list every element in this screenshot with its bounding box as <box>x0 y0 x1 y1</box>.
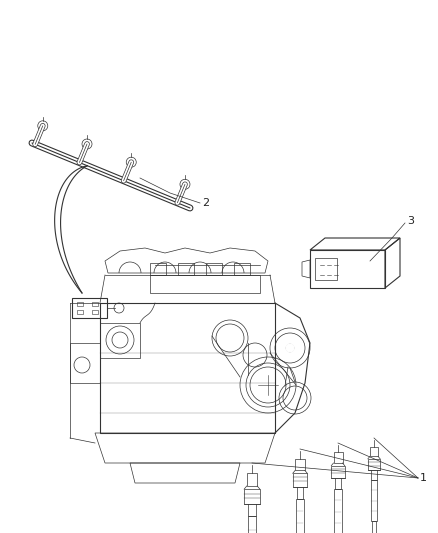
Bar <box>293 473 307 487</box>
Bar <box>92 302 98 306</box>
Bar <box>315 258 337 280</box>
Bar <box>335 478 341 489</box>
Bar <box>368 459 380 470</box>
Bar <box>244 489 260 504</box>
Bar <box>297 487 304 498</box>
Bar <box>77 310 83 314</box>
Bar <box>92 310 98 314</box>
Text: 2: 2 <box>202 198 209 208</box>
Bar <box>372 521 376 533</box>
Bar <box>331 466 345 478</box>
Text: 1: 1 <box>420 473 427 483</box>
Bar <box>248 516 256 533</box>
Bar <box>371 470 377 480</box>
Bar <box>370 447 378 456</box>
Bar <box>234 263 250 275</box>
Bar <box>334 489 342 533</box>
Bar <box>178 263 194 275</box>
Circle shape <box>286 344 294 352</box>
Bar <box>206 263 222 275</box>
Bar <box>248 504 256 516</box>
Bar <box>333 452 343 463</box>
Bar <box>295 459 305 471</box>
Bar <box>247 473 257 486</box>
Bar <box>296 498 304 533</box>
Text: 3: 3 <box>407 216 414 226</box>
Bar <box>72 298 107 318</box>
Bar <box>150 263 166 275</box>
Bar <box>77 302 83 306</box>
Bar <box>371 480 377 521</box>
